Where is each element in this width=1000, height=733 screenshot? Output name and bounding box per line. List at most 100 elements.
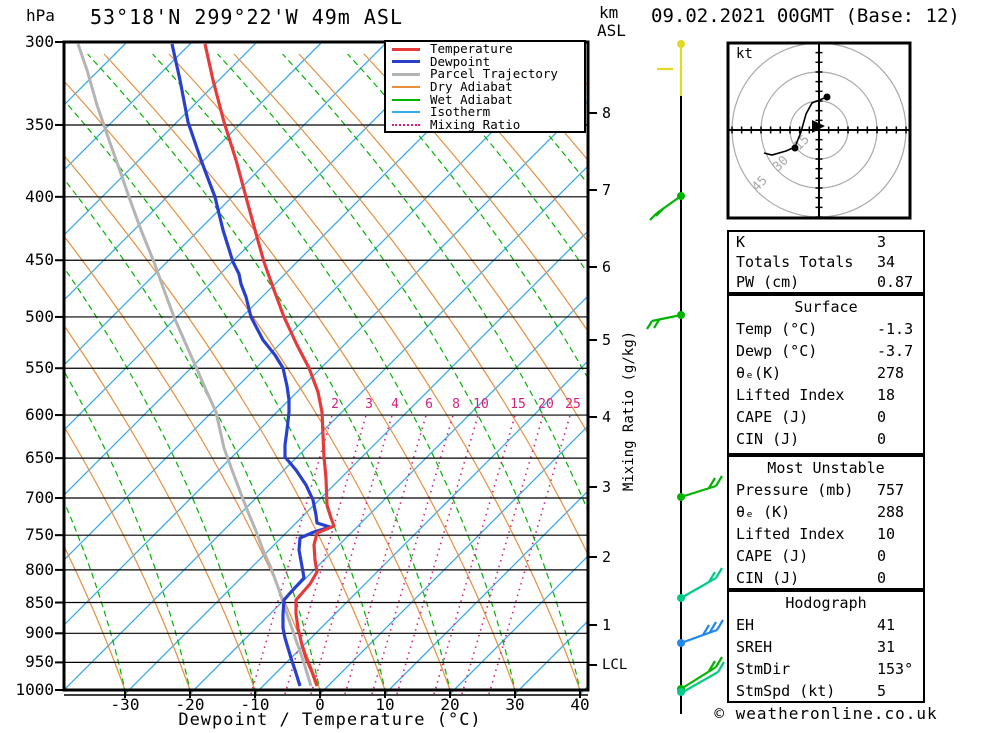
dewpoint-curve: [170, 43, 332, 687]
dry-adiabat-line: [103, 53, 517, 694]
wind-barb: [677, 475, 723, 501]
mixing-ratio-value-label: 20: [538, 397, 554, 412]
mixing-ratio-value-label: 10: [473, 397, 489, 412]
pressure-tick-label: 750: [25, 525, 54, 545]
station-title: 53°18'N 299°22'W 49m ASL: [90, 5, 403, 29]
table-row-value: 41: [877, 616, 896, 634]
pressure-tick-label: 800: [25, 559, 54, 579]
table-row: CIN (J) 0: [729, 428, 923, 450]
wet-adiabat-line: [64, 266, 257, 694]
wind-barb-segment: [649, 212, 658, 221]
copyright-link[interactable]: © weatheronline.co.uk: [714, 704, 938, 723]
wind-barb-segment: [702, 624, 710, 636]
table-row-value: 288: [877, 503, 905, 521]
legend-swatch-icon: [392, 60, 420, 64]
table-row: Lifted Index 10: [729, 523, 923, 545]
legend-item: Temperature: [386, 43, 584, 56]
table-row-value: 18: [877, 386, 896, 404]
pressure-tick-label: 1000: [15, 680, 54, 699]
table-row-value: -1.3: [877, 320, 914, 338]
isotherm-line: [319, 425, 588, 694]
table-row-value: 34: [877, 253, 896, 271]
mixing-ratio-line: [250, 411, 334, 694]
table-row-value: 10: [877, 525, 896, 543]
table-row-label: Lifted Index: [736, 386, 845, 404]
parcel-trajectory-curve: [76, 43, 313, 687]
table-row-label: Totals Totals: [736, 253, 854, 271]
wind-barb: [657, 40, 685, 96]
table-row: StmSpd (kt) 5: [729, 680, 923, 702]
wind-barb: [677, 656, 723, 693]
asl-axis-label: ASL: [597, 21, 626, 40]
mixing-ratio-value-label: 15: [510, 397, 526, 412]
km-axis-label: km: [599, 3, 619, 22]
table-row-label: SREH: [736, 638, 773, 656]
mixing-ratio-line: [310, 411, 394, 694]
wind-barb-segment: [655, 208, 664, 217]
most-unstable-table: Most Unstable Pressure (mb) 757 θₑ (K) 288 L…: [727, 455, 925, 590]
temperature-tick-label: 40: [570, 695, 590, 714]
table-row-label: EH: [736, 616, 755, 634]
pressure-tick-label: 950: [25, 652, 54, 672]
pressure-tick-label: 650: [25, 448, 54, 468]
mixing-ratio-line: [396, 411, 480, 694]
indices-table: K 3 Totals Totals 34 PW (cm) 0.87: [727, 230, 925, 294]
temperature-tick-label: 0: [315, 695, 325, 714]
table-row: θₑ (K) 288: [729, 501, 923, 523]
legend-item: Dry Adiabat: [386, 80, 584, 94]
isotherm-line: [64, 42, 193, 171]
wind-barb: [677, 567, 723, 602]
surface-table: Surface Temp (°C) -1.3 Dewp (°C) -3.7 θₑ(K) 2…: [727, 294, 925, 455]
lcl-label: LCL: [602, 657, 628, 673]
wind-barb-segment: [715, 567, 723, 579]
table-row-value: 0: [877, 408, 887, 426]
table-row: θₑ(K) 278: [729, 362, 923, 384]
hodograph-trace: [763, 96, 828, 156]
table-row: CIN (J) 0: [729, 567, 923, 589]
isotherm-line: [64, 42, 388, 366]
table-row: StmDir 153°: [729, 658, 923, 680]
wet-adiabat-line: [933, 54, 1000, 694]
table-row: Lifted Index 18: [729, 384, 923, 406]
dry-adiabat-line: [64, 425, 192, 694]
table-row-label: K: [736, 233, 746, 251]
wind-barb-segment: [651, 313, 682, 323]
isotherm-line: [64, 42, 323, 301]
legend-item-label: Dewpoint: [430, 53, 491, 69]
table-row-value: 0: [877, 569, 887, 587]
mixing-ratio-value-label: 2: [331, 397, 339, 412]
wind-barb: [677, 661, 725, 696]
pressure-tick-label: 600: [25, 405, 54, 425]
wind-barb-segment: [680, 666, 717, 690]
wet-adiabat-line: [64, 99, 387, 694]
legend-item: Isotherm: [386, 106, 584, 119]
table-row-value: 3: [877, 233, 887, 251]
legend-swatch-icon: [392, 111, 420, 114]
table-row: EH 41: [729, 614, 923, 636]
dry-adiabat-line: [64, 324, 257, 694]
km-tick-label: 2: [602, 548, 612, 566]
table-row: SREH 31: [729, 636, 923, 658]
table-row-label: CAPE (J): [736, 408, 809, 426]
wet-adiabat-line: [152, 53, 517, 694]
wind-barb-level-dot: [677, 594, 685, 602]
wet-adiabat-line: [64, 500, 127, 694]
pressure-tick-label: 350: [25, 114, 54, 134]
isotherm-line: [64, 42, 258, 236]
hodograph-table: Hodograph EH 41 SREH 31 StmDir 153° StmSpd (kt…: [727, 590, 925, 703]
wind-barb: [646, 311, 685, 330]
mixing-ratio-value-label: 8: [452, 397, 460, 412]
table-row-label: StmDir: [736, 660, 791, 678]
table-row-label: θₑ(K): [736, 364, 782, 382]
legend-swatch-icon: [392, 123, 420, 126]
surface-table-title: Surface: [794, 298, 858, 316]
run-datetime: 09.02.2021 00GMT (Base: 12): [651, 5, 960, 27]
legend-item-label: Temperature: [430, 41, 513, 57]
hodograph-border: [726, 41, 912, 220]
pressure-tick-label: 900: [25, 623, 54, 643]
plot-border: [62, 40, 590, 692]
table-row-label: Lifted Index: [736, 525, 845, 543]
